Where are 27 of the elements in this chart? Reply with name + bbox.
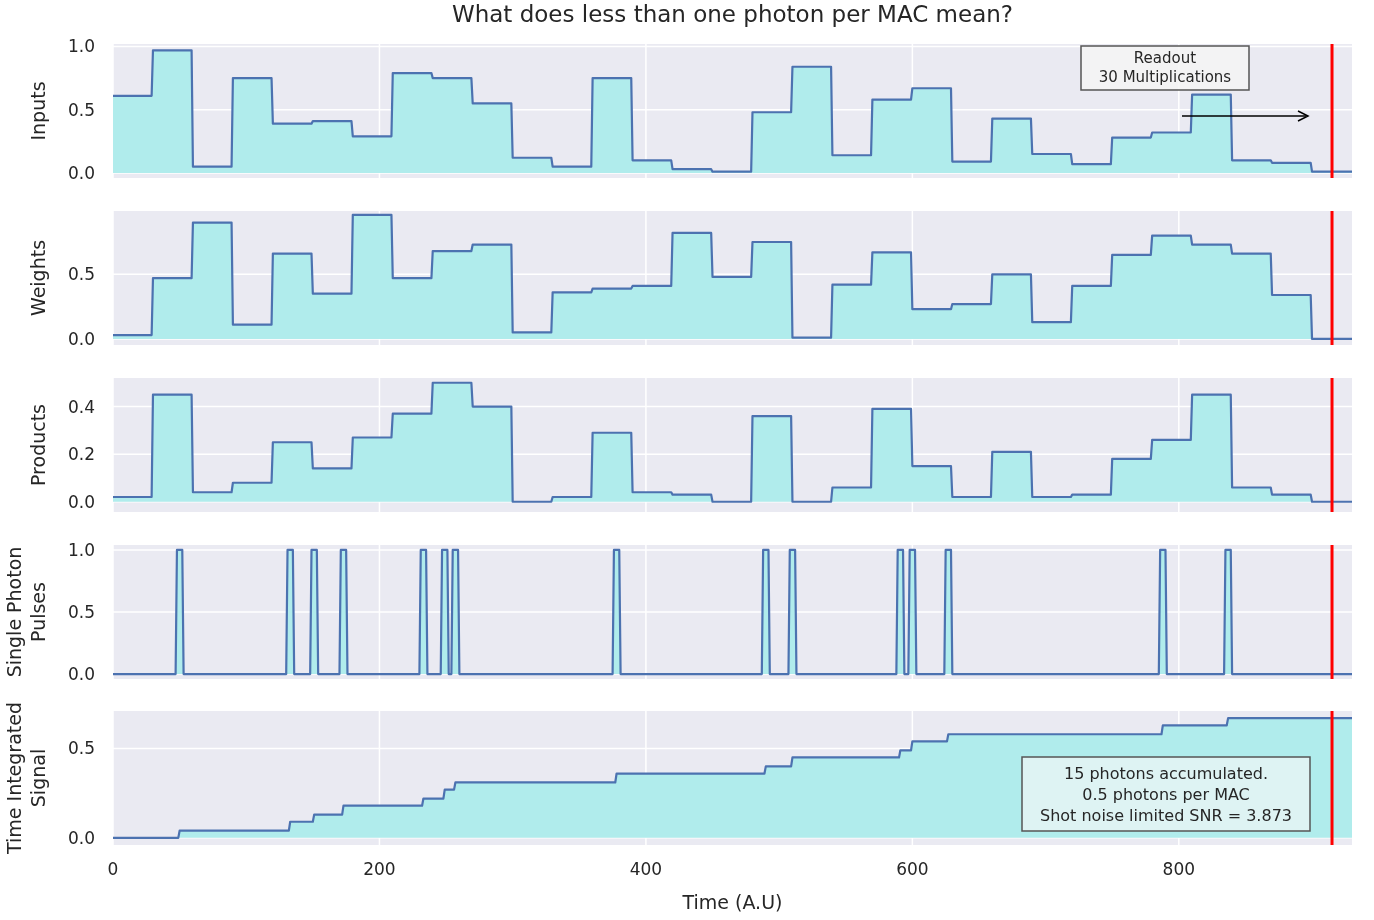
y-tick-label: 0.5: [67, 264, 95, 285]
y-tick-label: 1.0: [67, 539, 95, 560]
y-axis-title: Single Photon Pulses: [3, 546, 49, 678]
y-tick-label: 0.0: [67, 491, 95, 512]
y-tick-label: 0.4: [67, 396, 95, 417]
x-tick-label: 0: [107, 859, 119, 879]
x-axis-title: Time (A.U): [681, 891, 783, 913]
y-tick-label: 0.0: [67, 827, 95, 848]
x-tick-label: 200: [363, 859, 396, 879]
y-axis-title: Products: [27, 403, 49, 487]
y-tick-label: 1.0: [67, 36, 95, 57]
y-axis-title: Inputs: [27, 81, 49, 141]
y-tick-label: 0.0: [67, 162, 95, 183]
y-tick-label: 0.5: [67, 99, 95, 120]
y-tick-label: 0.0: [67, 328, 95, 349]
y-tick-label: 0.0: [67, 663, 95, 684]
x-tick-label: 600: [896, 859, 929, 879]
chart-title: What does less than one photon per MAC mean?: [451, 1, 1014, 27]
annotation: Readout 30 Multiplications: [1098, 49, 1232, 86]
x-tick-label: 800: [1162, 859, 1196, 879]
y-tick-label: 0.5: [67, 738, 95, 759]
y-tick-label: 0.2: [67, 444, 95, 465]
x-tick-label: 400: [629, 859, 663, 879]
y-axis-title: Time Integrated Signal: [3, 701, 49, 856]
annotation: 15 photons accumulated. 0.5 photons per MAC Shot noise limited SNR = 3.873: [1040, 764, 1292, 825]
y-axis-title: Weights: [27, 239, 49, 317]
y-tick-label: 0.5: [67, 601, 95, 622]
